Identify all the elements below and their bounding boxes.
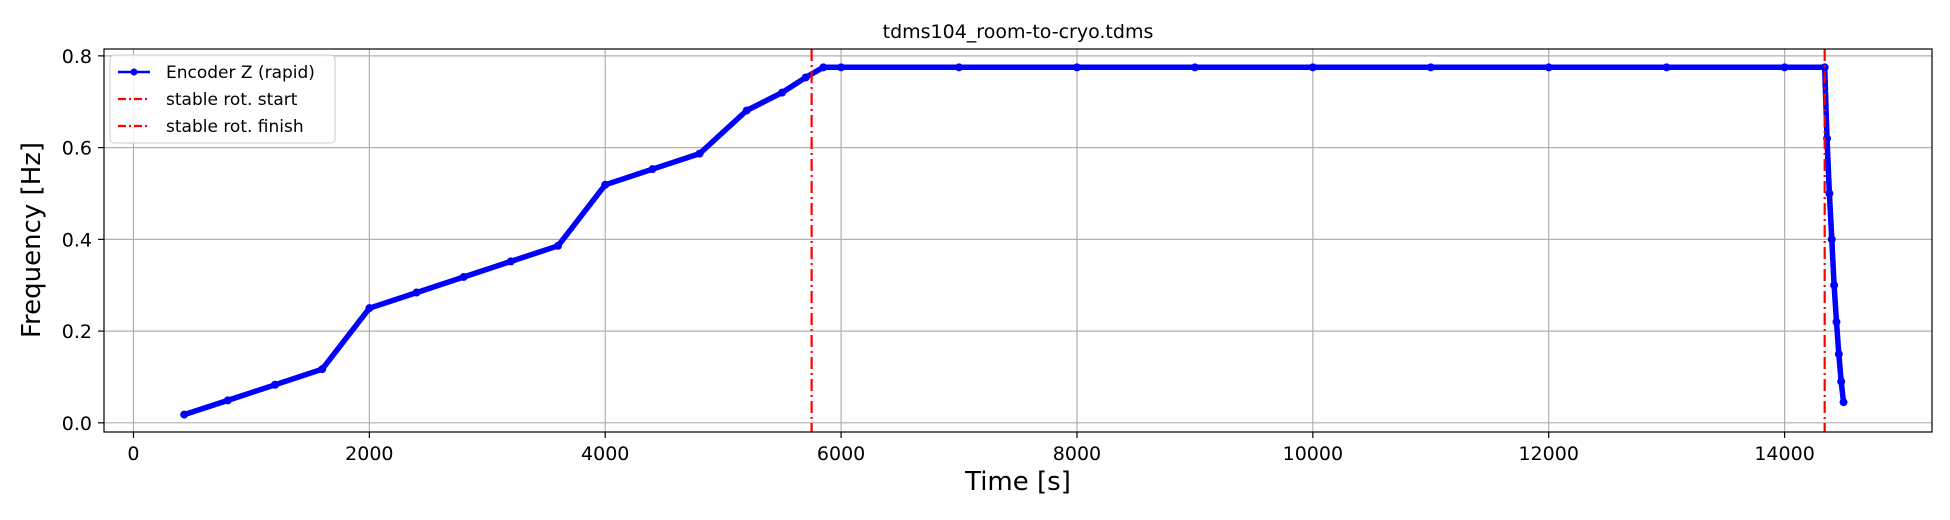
y-tick-label: 0.4 [62,229,92,251]
encoder-z-point [318,365,327,374]
encoder-z-point [180,410,189,419]
encoder-z-point [1190,63,1199,72]
chart-title: tdms104_room-to-cryo.tdms [883,21,1154,43]
x-tick-label: 12000 [1518,443,1578,465]
legend-label: Encoder Z (rapid) [166,63,315,83]
encoder-z-point [1832,317,1841,326]
y-tick-label: 0.2 [62,321,92,343]
y-axis-label: Frequency [Hz] [17,142,47,338]
legend-label: stable rot. start [166,90,298,110]
legend-box [109,54,336,144]
encoder-z-point [459,272,468,281]
encoder-z-point [506,257,515,266]
encoder-z-point [778,88,787,97]
x-tick-label: 6000 [817,443,865,465]
plot-frame [103,48,1933,433]
encoder-z-point [837,63,846,72]
encoder-z-point [1834,350,1843,359]
encoder-z-point [554,241,563,250]
encoder-z-point [601,180,610,189]
encoder-z-point [1839,398,1848,407]
encoder-z-point [365,304,374,313]
encoder-z-point [1072,63,1081,72]
y-tick-label: 0.6 [62,138,92,160]
encoder-z-point [1830,281,1839,290]
x-tick-label: 0 [127,443,139,465]
encoder-z-point [742,106,751,115]
encoder-z-point [695,149,704,158]
encoder-z-point [1780,63,1789,72]
encoder-z-point [1827,235,1836,244]
x-tick-label: 8000 [1053,443,1101,465]
legend: Encoder Z (rapid) stable rot. start stable… [109,54,336,144]
encoder-z-point [1662,63,1671,72]
encoder-z-point [1825,189,1834,198]
encoder-z-point [1837,377,1846,386]
grid [104,49,1932,432]
legend-label: stable rot. finish [166,117,304,137]
y-tick-label: 0.8 [62,46,92,68]
x-tick-label: 2000 [345,443,393,465]
encoder-z-point [223,396,232,405]
encoder-z-point [955,63,964,72]
encoder-z-point [412,288,421,297]
encoder-z-point [1426,63,1435,72]
x-tick-label: 14000 [1754,443,1814,465]
x-tick-label: 4000 [581,443,629,465]
encoder-z-point [801,73,810,82]
encoder-z-point [1820,63,1829,72]
encoder-z-point [648,165,657,174]
encoder-z-line [183,64,1847,418]
encoder-z-point [819,63,828,72]
y-tick-label: 0.0 [62,413,92,435]
encoder-z-point [1544,63,1553,72]
legend-marker-encoder-z [130,68,138,76]
x-tick-label: 10000 [1283,443,1343,465]
encoder-z-point [271,380,280,389]
plot-series [180,49,1848,432]
x-axis-label: Time [s] [964,467,1071,497]
encoder-z-point [1308,63,1317,72]
axis-ticks: 0 2000 4000 6000 8000 10000 12000 14000 0.0 0.2 0.… [62,46,1815,465]
